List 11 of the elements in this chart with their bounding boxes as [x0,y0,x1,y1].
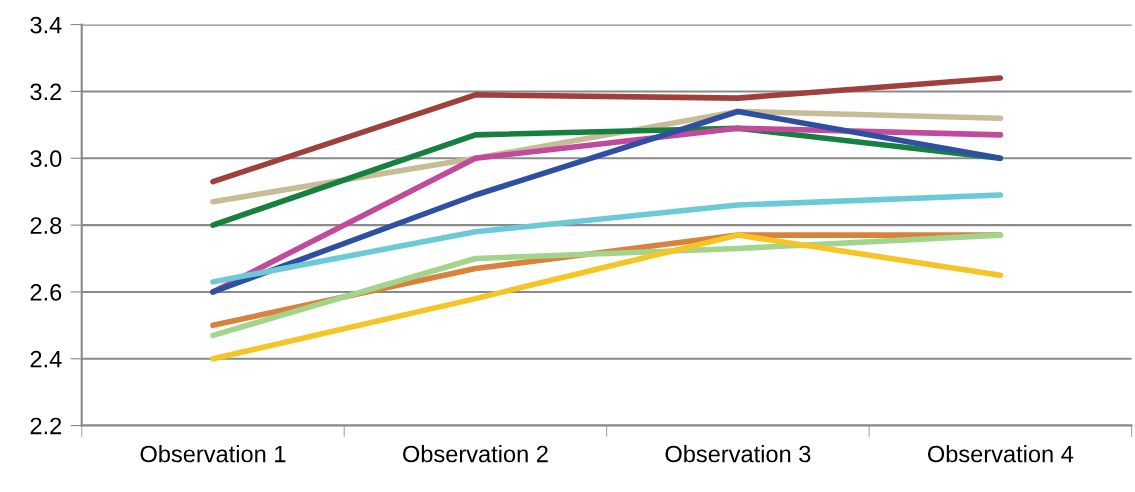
x-tick-label: Observation 4 [927,445,1074,463]
x-tick-label: Observation 1 [140,445,286,463]
y-tick-label: 2.8 [30,217,62,234]
x-tick-label: Observation 3 [665,445,811,463]
y-tick-label: 2.2 [30,417,62,435]
y-tick-label: 3.0 [30,150,62,168]
y-tick-label: 3.2 [30,83,62,101]
y-tick-label: 2.4 [30,350,62,368]
y-tick-label: 2.6 [30,283,62,301]
x-tick-label: Observation 2 [403,445,548,463]
y-tick-label: 3.4 [30,16,62,34]
